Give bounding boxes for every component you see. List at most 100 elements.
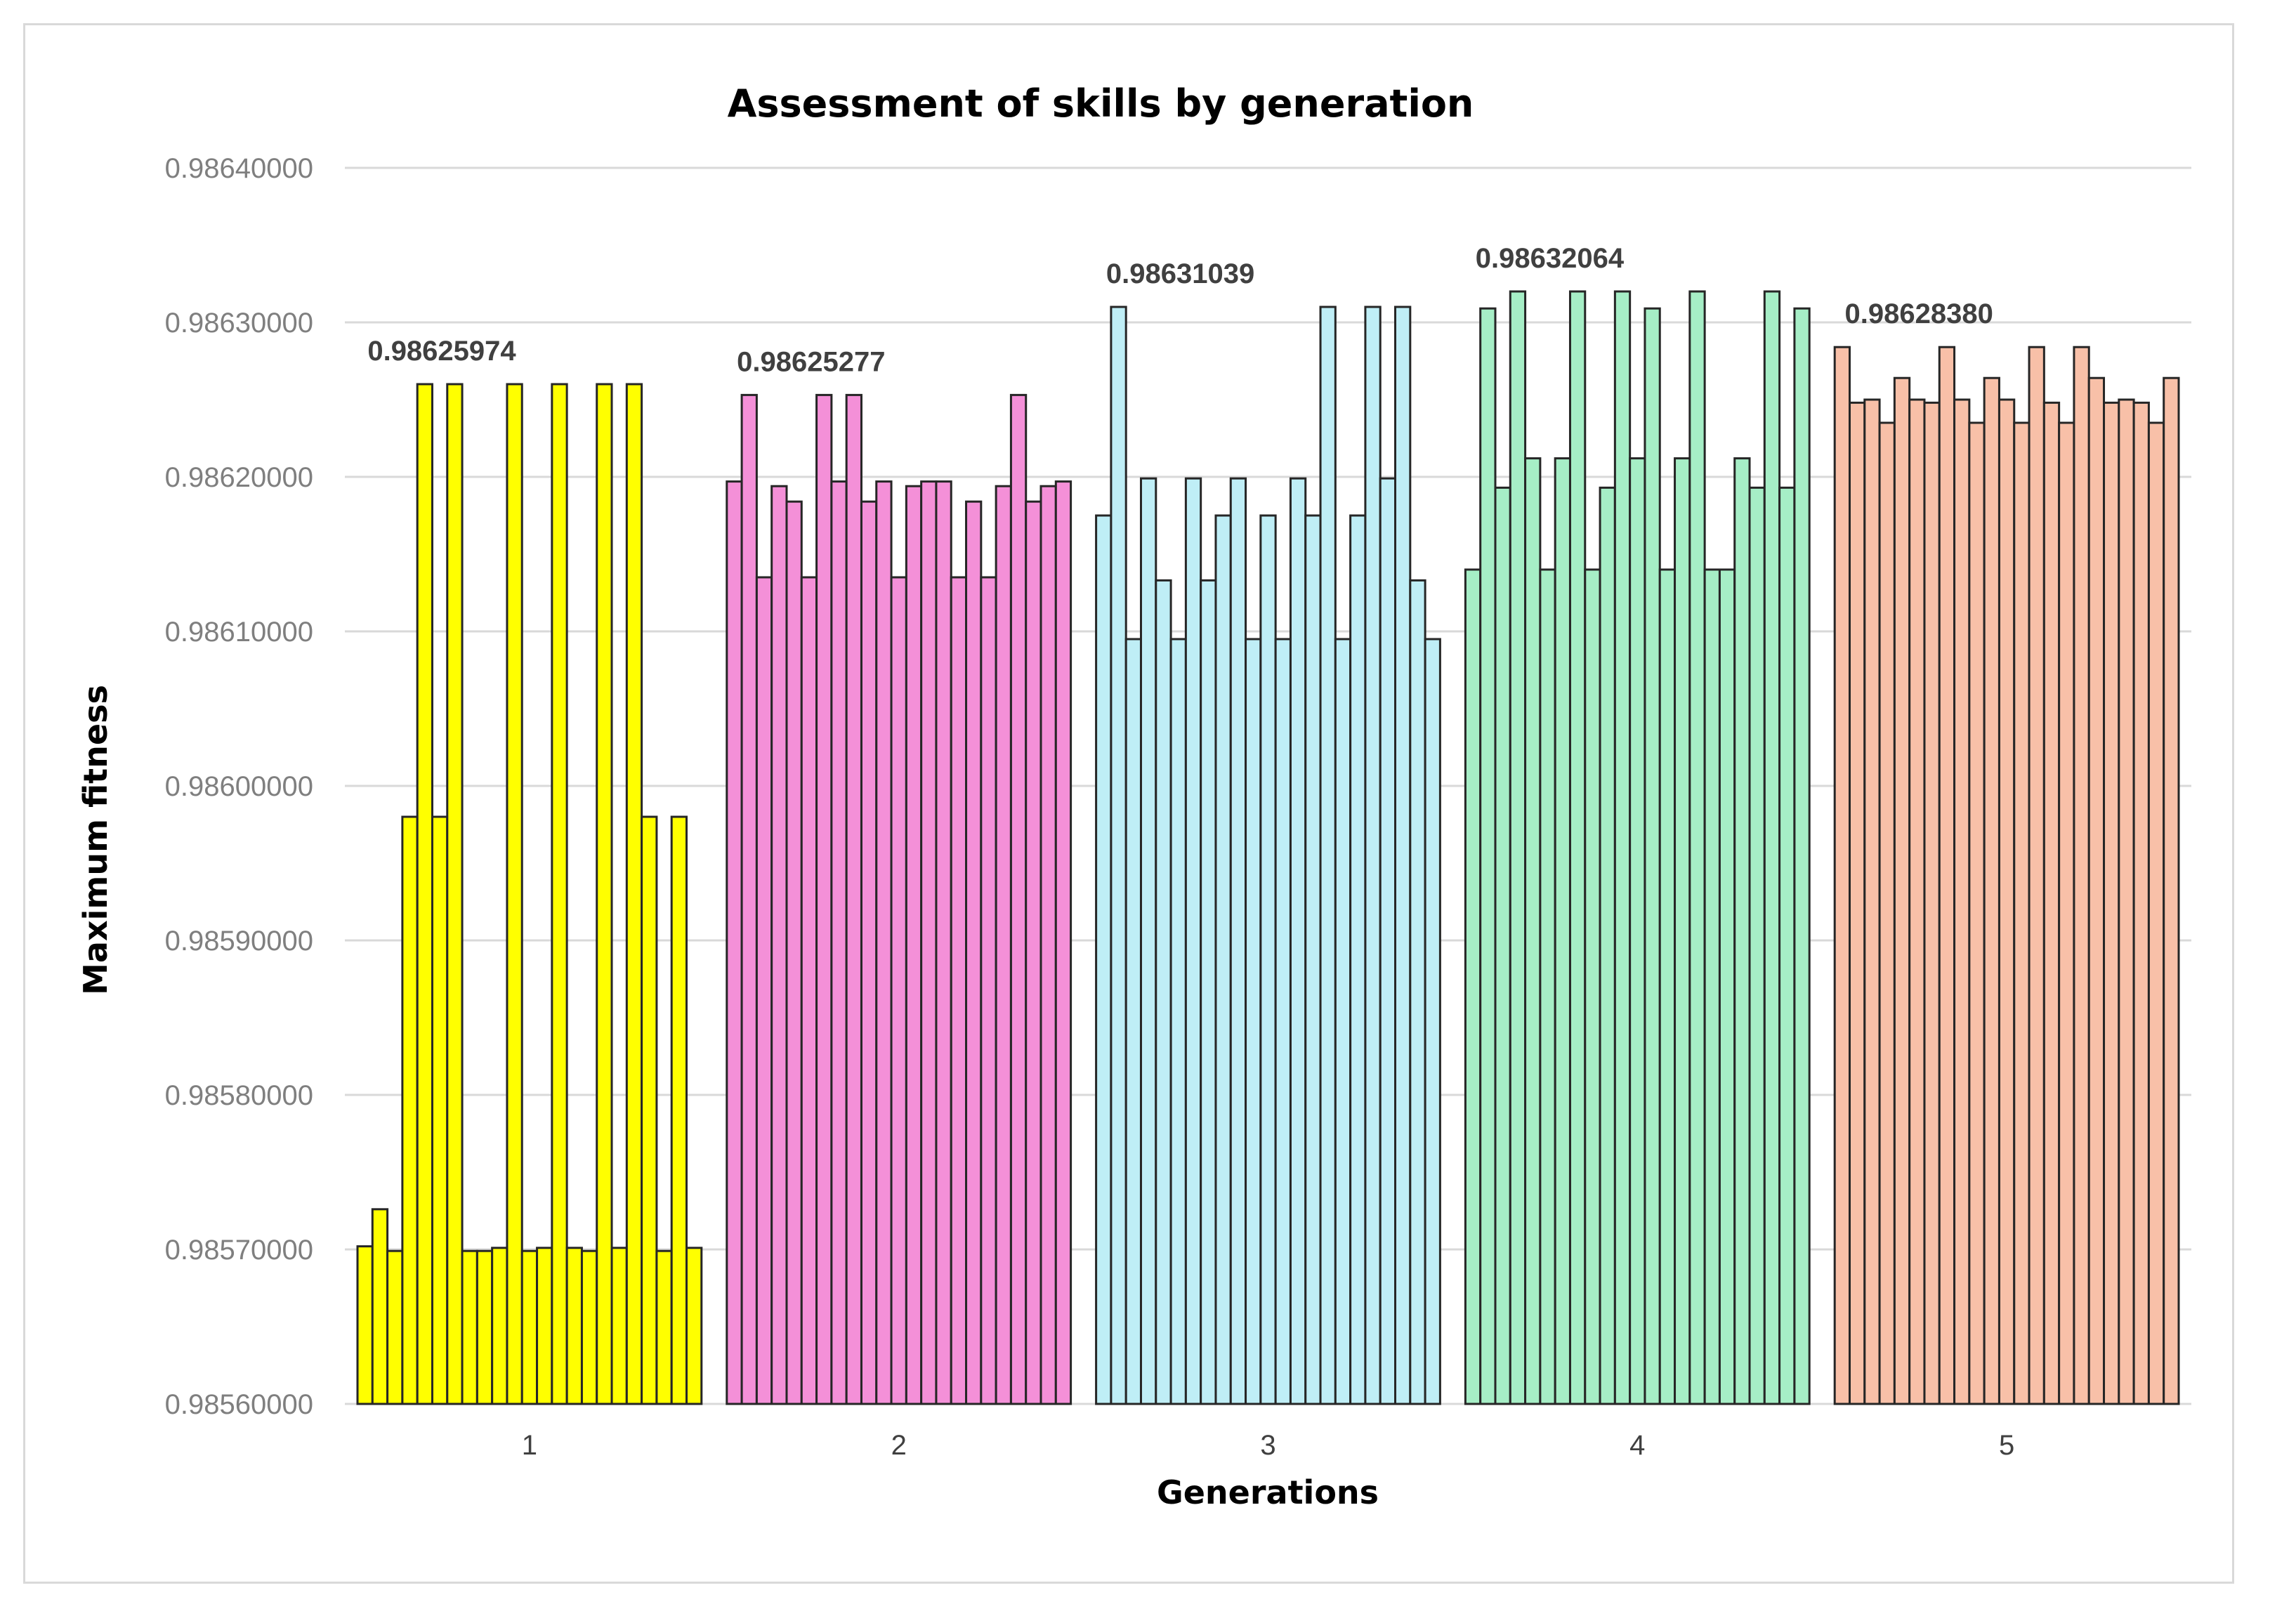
bar	[1524, 457, 1542, 1405]
bar	[491, 1247, 509, 1405]
bar	[890, 576, 907, 1405]
bar	[1200, 579, 1217, 1405]
bar	[401, 815, 419, 1405]
x-tick-label: 4	[1629, 1430, 1645, 1461]
bar	[1009, 393, 1028, 1405]
bar	[1169, 638, 1187, 1405]
bar	[2087, 376, 2106, 1405]
x-tick-label: 5	[1999, 1430, 2014, 1461]
bar	[2132, 401, 2150, 1405]
bar	[935, 480, 952, 1405]
bar	[1464, 568, 1482, 1405]
bar	[995, 485, 1012, 1405]
bar	[1379, 477, 1397, 1405]
data-label: 0.98631039	[1106, 258, 1254, 289]
y-tick-label: 0.98600000	[165, 771, 313, 802]
bar	[1409, 579, 1426, 1405]
bar	[2103, 401, 2120, 1405]
bar	[431, 815, 449, 1405]
bar	[1748, 486, 1766, 1405]
bar	[1893, 376, 1911, 1405]
bar	[1539, 568, 1556, 1405]
bar	[386, 1249, 404, 1405]
bar	[1139, 477, 1157, 1405]
bar	[1878, 421, 1896, 1405]
bar	[1778, 486, 1796, 1405]
bar	[2118, 398, 2135, 1405]
bar	[1289, 477, 1307, 1405]
bar	[1025, 500, 1042, 1405]
bar	[1968, 421, 1986, 1405]
bar	[1733, 457, 1751, 1405]
bar	[1155, 579, 1172, 1405]
bar	[2013, 421, 2031, 1405]
bar	[1039, 485, 1057, 1405]
bar	[1184, 477, 1202, 1405]
bar	[1214, 514, 1232, 1405]
bar	[416, 383, 433, 1405]
bar	[655, 1249, 673, 1405]
bar	[1863, 398, 1881, 1405]
data-annotations: 0.98625974 0.98625277 0.98631039 0.98632064…	[367, 243, 1993, 377]
bar	[1938, 346, 1956, 1405]
bar	[1394, 306, 1412, 1405]
bar	[1674, 457, 1691, 1405]
bar	[1554, 457, 1571, 1405]
bar	[1364, 306, 1382, 1405]
bar	[446, 383, 464, 1405]
data-label: 0.98632064	[1476, 243, 1625, 274]
bar	[520, 1249, 539, 1405]
bar	[371, 1208, 389, 1405]
bar	[905, 485, 923, 1405]
bar	[2042, 401, 2061, 1405]
bar	[1658, 568, 1677, 1405]
y-tick-label: 0.98610000	[165, 617, 313, 648]
bar	[920, 480, 938, 1405]
bar	[860, 500, 878, 1405]
y-tick-label: 0.98590000	[165, 926, 313, 957]
bar	[356, 1245, 374, 1405]
y-tick-label: 0.98560000	[165, 1389, 313, 1420]
bar	[950, 576, 968, 1405]
bar	[726, 480, 743, 1405]
bar	[740, 393, 758, 1405]
bar	[2058, 421, 2075, 1405]
bar	[1124, 638, 1142, 1405]
bar	[1983, 376, 2000, 1405]
bar	[845, 393, 862, 1405]
y-tick-label: 0.98580000	[165, 1080, 313, 1111]
bar	[551, 383, 568, 1405]
bar	[1274, 638, 1292, 1405]
bar	[1953, 398, 1971, 1405]
bar	[1245, 638, 1262, 1405]
bar	[625, 383, 643, 1405]
bar	[1334, 638, 1352, 1405]
y-tick-label: 0.98640000	[165, 153, 313, 184]
y-tick-label: 0.98630000	[165, 308, 313, 339]
bar	[536, 1247, 553, 1405]
bar	[565, 1247, 583, 1405]
y-tick-label: 0.98570000	[165, 1235, 313, 1266]
chart-svg: 0.98560000 0.98570000 0.98580000 0.98590000…	[77, 81, 2191, 1511]
bar	[1629, 457, 1646, 1405]
bar	[875, 480, 893, 1405]
data-label: 0.98625277	[737, 346, 885, 377]
y-tick-label: 0.98620000	[165, 462, 313, 493]
bar	[1229, 477, 1247, 1405]
bar	[1718, 568, 1736, 1405]
bar	[1644, 307, 1661, 1405]
bar	[1584, 568, 1601, 1405]
chart-title: Assessment of skills by generation	[728, 81, 1474, 126]
bar	[1997, 398, 2016, 1405]
x-axis-title: Generations	[1157, 1473, 1379, 1511]
bar	[1509, 290, 1527, 1405]
bar	[506, 383, 523, 1405]
bar	[980, 576, 997, 1405]
bar	[1848, 401, 1866, 1405]
bar	[1833, 346, 1851, 1405]
bar	[785, 500, 803, 1405]
chart-frame: 0.98560000 0.98570000 0.98580000 0.98590000…	[23, 23, 2234, 1584]
bar	[685, 1247, 703, 1405]
bar	[815, 393, 833, 1405]
bar	[580, 1249, 598, 1405]
